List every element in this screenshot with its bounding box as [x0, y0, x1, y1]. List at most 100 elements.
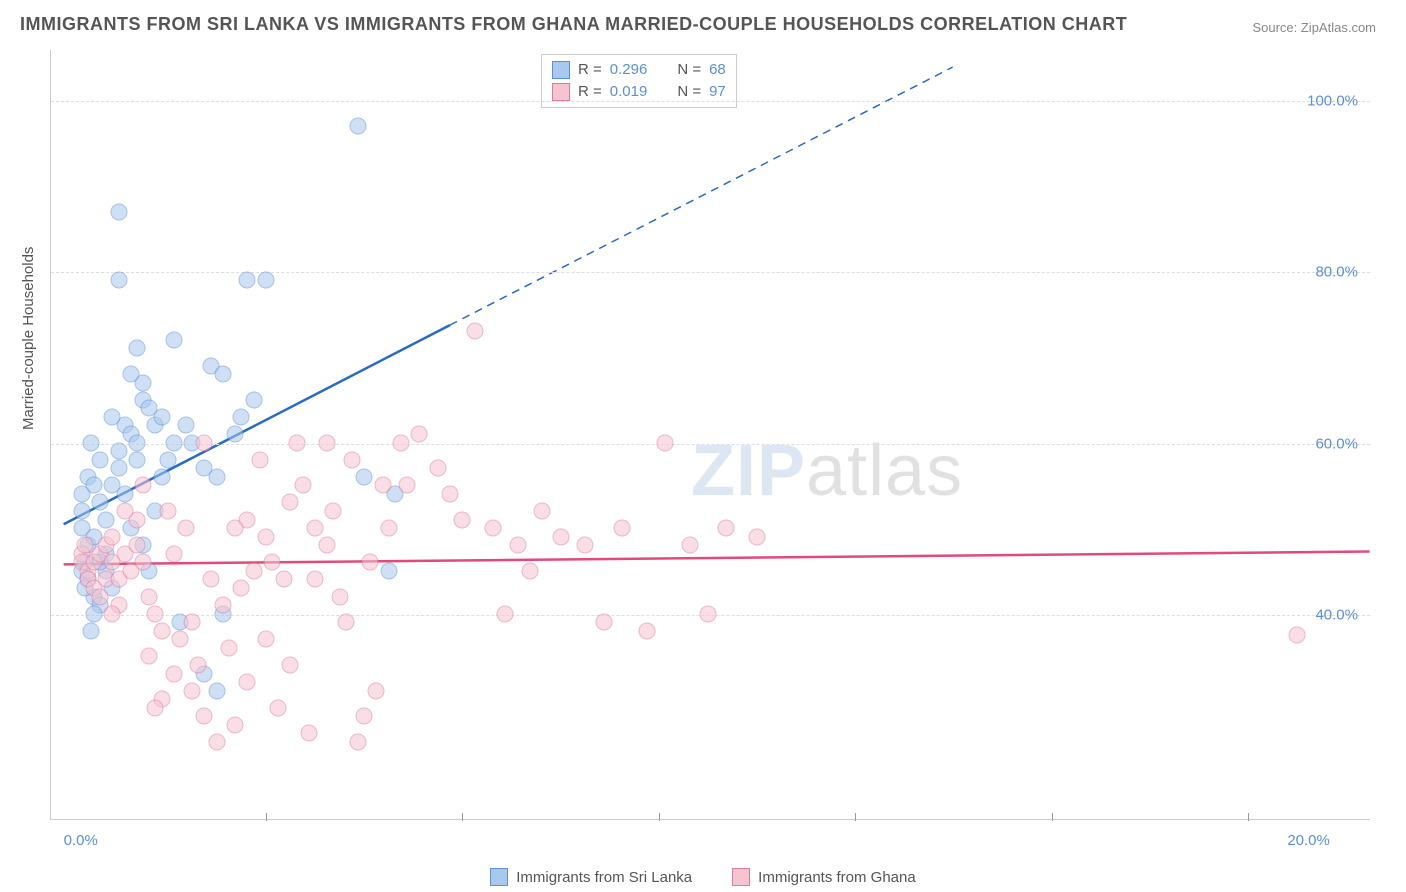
- scatter-point-sri_lanka: [153, 468, 170, 485]
- legend-n-value-ghana: 97: [709, 81, 726, 103]
- scatter-point-sri_lanka: [208, 682, 225, 699]
- scatter-point-ghana: [356, 708, 373, 725]
- scatter-point-sri_lanka: [165, 331, 182, 348]
- legend-r-label: R =: [578, 81, 602, 103]
- scatter-point-sri_lanka: [245, 391, 262, 408]
- scatter-point-ghana: [165, 545, 182, 562]
- scatter-point-ghana: [92, 588, 109, 605]
- scatter-point-ghana: [331, 588, 348, 605]
- scatter-point-sri_lanka: [356, 468, 373, 485]
- x-tick-label: 20.0%: [1287, 832, 1330, 849]
- scatter-point-ghana: [749, 528, 766, 545]
- scatter-point-ghana: [214, 597, 231, 614]
- legend-r-value-ghana: 0.019: [610, 81, 648, 103]
- scatter-point-ghana: [282, 657, 299, 674]
- scatter-point-ghana: [442, 485, 459, 502]
- scatter-point-sri_lanka: [82, 434, 99, 451]
- trend-lines-svg: [51, 50, 1370, 819]
- scatter-point-ghana: [135, 477, 152, 494]
- scatter-point-sri_lanka: [122, 366, 139, 383]
- legend-label-ghana: Immigrants from Ghana: [758, 869, 916, 886]
- scatter-point-ghana: [577, 537, 594, 554]
- scatter-point-ghana: [681, 537, 698, 554]
- legend-swatch-ghana: [552, 83, 570, 101]
- legend-item-ghana: Immigrants from Ghana: [732, 868, 916, 886]
- scatter-point-sri_lanka: [104, 408, 121, 425]
- scatter-point-sri_lanka: [208, 468, 225, 485]
- swatch-sri-lanka: [490, 868, 508, 886]
- scatter-point-ghana: [613, 520, 630, 537]
- scatter-point-ghana: [135, 554, 152, 571]
- x-tick: [1248, 813, 1249, 821]
- scatter-point-ghana: [116, 503, 133, 520]
- x-tick: [659, 813, 660, 821]
- y-tick-label: 100.0%: [1307, 93, 1358, 110]
- scatter-point-sri_lanka: [153, 408, 170, 425]
- scatter-point-ghana: [552, 528, 569, 545]
- scatter-point-sri_lanka: [110, 443, 127, 460]
- scatter-point-ghana: [165, 665, 182, 682]
- scatter-point-ghana: [178, 520, 195, 537]
- scatter-point-sri_lanka: [110, 460, 127, 477]
- scatter-point-ghana: [325, 503, 342, 520]
- scatter-point-ghana: [399, 477, 416, 494]
- chart-title: IMMIGRANTS FROM SRI LANKA VS IMMIGRANTS …: [20, 14, 1127, 35]
- legend-n-label: N =: [677, 81, 701, 103]
- scatter-point-ghana: [429, 460, 446, 477]
- scatter-point-sri_lanka: [92, 494, 109, 511]
- scatter-point-sri_lanka: [98, 511, 115, 528]
- scatter-point-ghana: [251, 451, 268, 468]
- scatter-point-sri_lanka: [82, 622, 99, 639]
- scatter-point-ghana: [184, 682, 201, 699]
- scatter-point-sri_lanka: [116, 485, 133, 502]
- scatter-point-ghana: [128, 537, 145, 554]
- source-label: Source: ZipAtlas.com: [1252, 20, 1376, 35]
- scatter-point-sri_lanka: [92, 451, 109, 468]
- y-tick-label: 40.0%: [1315, 606, 1358, 623]
- scatter-point-ghana: [196, 434, 213, 451]
- scatter-point-ghana: [202, 571, 219, 588]
- scatter-point-ghana: [392, 434, 409, 451]
- scatter-point-ghana: [718, 520, 735, 537]
- scatter-point-ghana: [368, 682, 385, 699]
- x-tick: [462, 813, 463, 821]
- scatter-point-ghana: [699, 605, 716, 622]
- scatter-point-ghana: [294, 477, 311, 494]
- scatter-point-ghana: [319, 537, 336, 554]
- trend-line-ghana: [64, 552, 1370, 565]
- scatter-point-sri_lanka: [349, 118, 366, 135]
- scatter-point-ghana: [190, 657, 207, 674]
- scatter-point-sri_lanka: [73, 503, 90, 520]
- scatter-point-ghana: [485, 520, 502, 537]
- scatter-point-ghana: [159, 503, 176, 520]
- scatter-point-ghana: [300, 725, 317, 742]
- legend-item-sri-lanka: Immigrants from Sri Lanka: [490, 868, 692, 886]
- scatter-point-sri_lanka: [257, 272, 274, 289]
- scatter-point-ghana: [233, 580, 250, 597]
- scatter-point-ghana: [349, 734, 366, 751]
- gridline-h: [51, 444, 1370, 445]
- legend-n-value-sri_lanka: 68: [709, 59, 726, 81]
- legend-n-label: N =: [677, 59, 701, 81]
- scatter-point-ghana: [141, 648, 158, 665]
- scatter-point-ghana: [270, 699, 287, 716]
- scatter-point-ghana: [380, 520, 397, 537]
- scatter-point-ghana: [411, 426, 428, 443]
- scatter-point-ghana: [104, 528, 121, 545]
- scatter-point-ghana: [227, 716, 244, 733]
- scatter-point-ghana: [184, 614, 201, 631]
- scatter-point-sri_lanka: [233, 408, 250, 425]
- scatter-point-ghana: [509, 537, 526, 554]
- scatter-point-ghana: [638, 622, 655, 639]
- y-axis-label: Married-couple Households: [20, 247, 37, 430]
- scatter-point-sri_lanka: [85, 477, 102, 494]
- scatter-point-ghana: [264, 554, 281, 571]
- legend-label-sri-lanka: Immigrants from Sri Lanka: [516, 869, 692, 886]
- correlation-legend: R = 0.296N = 68R = 0.019 N = 97: [541, 54, 737, 108]
- scatter-point-ghana: [104, 605, 121, 622]
- scatter-point-ghana: [227, 520, 244, 537]
- scatter-point-ghana: [362, 554, 379, 571]
- legend-row-sri_lanka: R = 0.296N = 68: [552, 59, 726, 81]
- scatter-point-ghana: [466, 323, 483, 340]
- gridline-h: [51, 101, 1370, 102]
